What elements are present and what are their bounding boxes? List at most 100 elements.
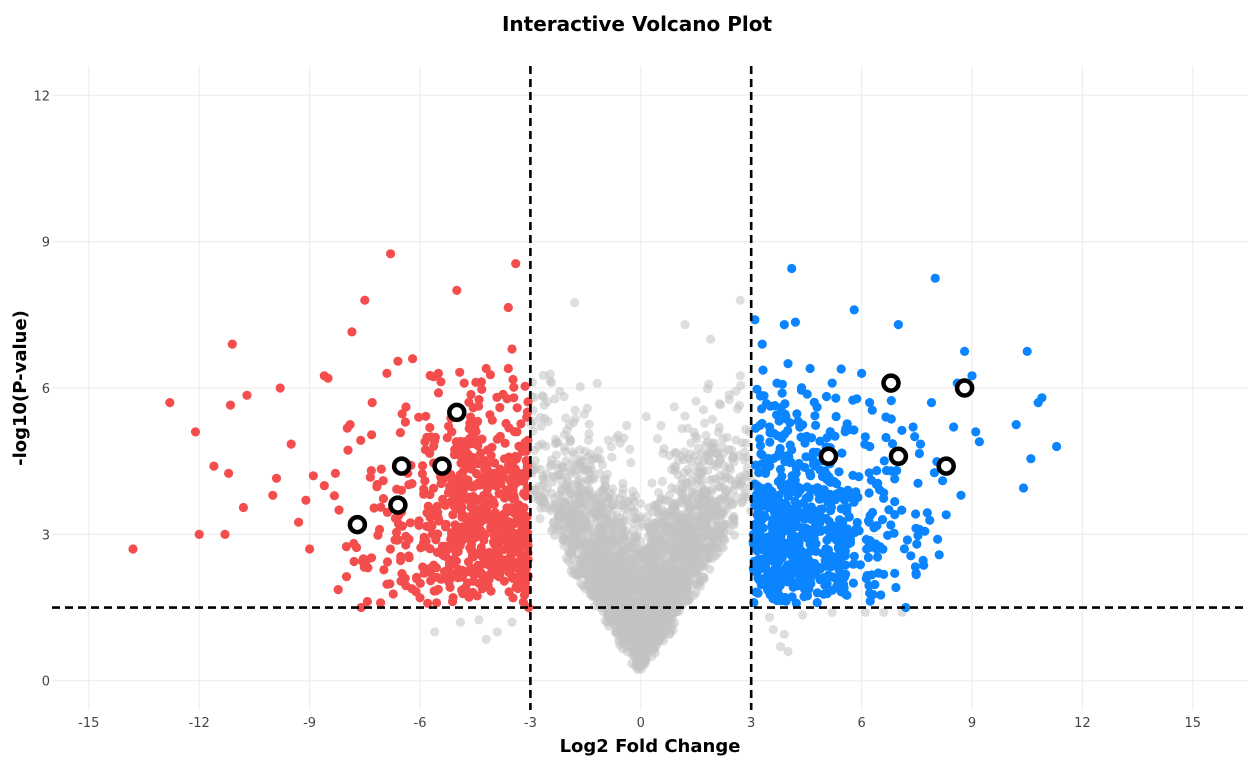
point-not-significant bbox=[538, 471, 548, 481]
point-not-significant bbox=[604, 504, 614, 514]
point-not-significant bbox=[531, 463, 541, 474]
highlighted-gene-point[interactable] bbox=[881, 373, 901, 393]
point-up-regulated bbox=[766, 491, 776, 501]
point-down-regulated bbox=[481, 514, 491, 525]
point-down-regulated bbox=[450, 520, 460, 530]
point-up-regulated bbox=[791, 504, 801, 514]
point-down-regulated bbox=[386, 249, 396, 259]
point-not-significant bbox=[726, 445, 737, 455]
point-up-regulated bbox=[1052, 441, 1062, 452]
highlighted-gene-point[interactable] bbox=[936, 456, 956, 476]
point-up-regulated bbox=[852, 394, 862, 404]
highlighted-gene-point[interactable] bbox=[347, 514, 368, 535]
highlighted-gene-point[interactable] bbox=[954, 378, 975, 398]
y-tick-label: 9 bbox=[42, 236, 50, 251]
point-not-significant bbox=[570, 405, 580, 415]
point-up-regulated bbox=[822, 433, 832, 443]
point-down-regulated bbox=[489, 539, 499, 549]
point-up-regulated bbox=[775, 464, 786, 474]
point-not-significant bbox=[556, 524, 566, 534]
point-up-regulated bbox=[755, 501, 765, 511]
point-up-regulated bbox=[828, 572, 838, 582]
point-up-regulated bbox=[833, 551, 843, 561]
point-not-significant bbox=[536, 421, 546, 431]
point-up-regulated bbox=[821, 513, 831, 524]
point-not-significant bbox=[634, 652, 644, 662]
point-up-regulated bbox=[767, 534, 778, 544]
point-not-significant bbox=[575, 454, 585, 464]
point-not-significant bbox=[659, 444, 669, 454]
point-not-significant bbox=[679, 493, 689, 503]
point-not-significant bbox=[538, 392, 548, 402]
point-not-significant bbox=[700, 491, 711, 501]
highlighted-gene-point[interactable] bbox=[818, 446, 839, 467]
point-down-regulated bbox=[511, 259, 521, 269]
point-not-significant bbox=[691, 396, 701, 406]
point-not-significant bbox=[606, 442, 616, 452]
point-up-regulated bbox=[755, 420, 765, 431]
point-up-regulated bbox=[833, 543, 844, 553]
point-not-significant bbox=[666, 565, 676, 576]
point-not-significant bbox=[672, 512, 682, 522]
data-points bbox=[128, 249, 1062, 675]
point-not-significant bbox=[663, 613, 673, 623]
point-down-regulated bbox=[464, 397, 474, 407]
point-down-regulated bbox=[521, 491, 531, 501]
point-up-regulated bbox=[902, 535, 913, 545]
point-up-regulated bbox=[849, 305, 859, 315]
point-not-significant bbox=[827, 607, 837, 618]
point-not-significant bbox=[706, 334, 716, 344]
point-not-significant bbox=[647, 478, 657, 488]
point-up-regulated bbox=[805, 363, 815, 374]
point-down-regulated bbox=[294, 517, 304, 527]
highlighted-gene-point[interactable] bbox=[388, 495, 408, 515]
point-up-regulated bbox=[960, 346, 970, 356]
point-not-significant bbox=[719, 461, 730, 471]
point-not-significant bbox=[554, 490, 564, 500]
point-up-regulated bbox=[810, 411, 820, 421]
point-not-significant bbox=[563, 476, 573, 486]
highlighted-gene-point[interactable] bbox=[391, 456, 412, 476]
point-not-significant bbox=[617, 550, 627, 560]
point-not-significant bbox=[735, 295, 745, 305]
point-not-significant bbox=[669, 593, 680, 603]
point-not-significant bbox=[579, 409, 589, 419]
x-tick-label: 15 bbox=[1185, 716, 1202, 731]
point-not-significant bbox=[720, 502, 730, 512]
point-up-regulated bbox=[787, 263, 797, 274]
point-not-significant bbox=[583, 579, 593, 589]
point-down-regulated bbox=[520, 585, 530, 595]
point-down-regulated bbox=[343, 445, 353, 455]
point-up-regulated bbox=[759, 391, 769, 401]
point-not-significant bbox=[650, 562, 661, 572]
point-up-regulated bbox=[820, 580, 830, 591]
point-up-regulated bbox=[776, 403, 786, 413]
point-up-regulated bbox=[938, 476, 948, 486]
point-up-regulated bbox=[827, 378, 837, 388]
point-up-regulated bbox=[751, 587, 761, 597]
point-not-significant bbox=[619, 433, 629, 443]
point-up-regulated bbox=[867, 507, 878, 518]
point-up-regulated bbox=[817, 504, 827, 514]
point-up-regulated bbox=[912, 539, 922, 549]
point-not-significant bbox=[617, 594, 627, 604]
point-down-regulated bbox=[390, 535, 400, 545]
point-up-regulated bbox=[934, 550, 944, 560]
highlighted-gene-point[interactable] bbox=[447, 402, 467, 423]
point-up-regulated bbox=[1026, 454, 1036, 464]
point-not-significant bbox=[654, 587, 664, 597]
highlighted-gene-point[interactable] bbox=[432, 456, 452, 476]
highlighted-gene-point[interactable] bbox=[888, 446, 909, 467]
point-not-significant bbox=[698, 405, 709, 415]
point-down-regulated bbox=[434, 516, 444, 526]
point-up-regulated bbox=[753, 517, 763, 527]
point-up-regulated bbox=[815, 436, 825, 446]
point-not-significant bbox=[669, 402, 679, 412]
point-not-significant bbox=[636, 630, 646, 640]
point-not-significant bbox=[708, 505, 718, 515]
point-up-regulated bbox=[769, 541, 779, 551]
point-not-significant bbox=[545, 376, 555, 386]
point-not-significant bbox=[586, 551, 596, 561]
point-up-regulated bbox=[860, 439, 870, 449]
point-up-regulated bbox=[920, 526, 930, 536]
